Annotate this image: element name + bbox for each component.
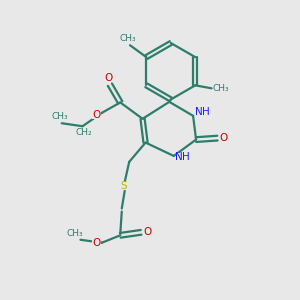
Bar bbox=[119, 182, 128, 190]
Text: S: S bbox=[120, 181, 127, 191]
Text: O: O bbox=[143, 227, 151, 237]
Bar bbox=[104, 74, 112, 82]
Bar bbox=[143, 228, 151, 236]
Bar bbox=[176, 153, 191, 162]
Text: CH₃: CH₃ bbox=[51, 112, 68, 121]
Text: H: H bbox=[182, 152, 190, 162]
Text: N: N bbox=[175, 152, 183, 162]
Bar bbox=[92, 238, 101, 247]
Text: O: O bbox=[219, 133, 227, 143]
Text: N: N bbox=[195, 107, 202, 117]
Text: CH₃: CH₃ bbox=[67, 229, 83, 238]
Text: O: O bbox=[92, 110, 101, 120]
Bar bbox=[92, 111, 101, 119]
Text: O: O bbox=[104, 73, 112, 83]
Text: O: O bbox=[92, 238, 101, 248]
Bar bbox=[219, 134, 228, 142]
Text: CH₃: CH₃ bbox=[213, 84, 230, 93]
Text: CH₃: CH₃ bbox=[119, 34, 136, 43]
Text: H: H bbox=[202, 107, 209, 117]
Bar bbox=[195, 108, 210, 117]
Text: CH₂: CH₂ bbox=[76, 128, 92, 137]
